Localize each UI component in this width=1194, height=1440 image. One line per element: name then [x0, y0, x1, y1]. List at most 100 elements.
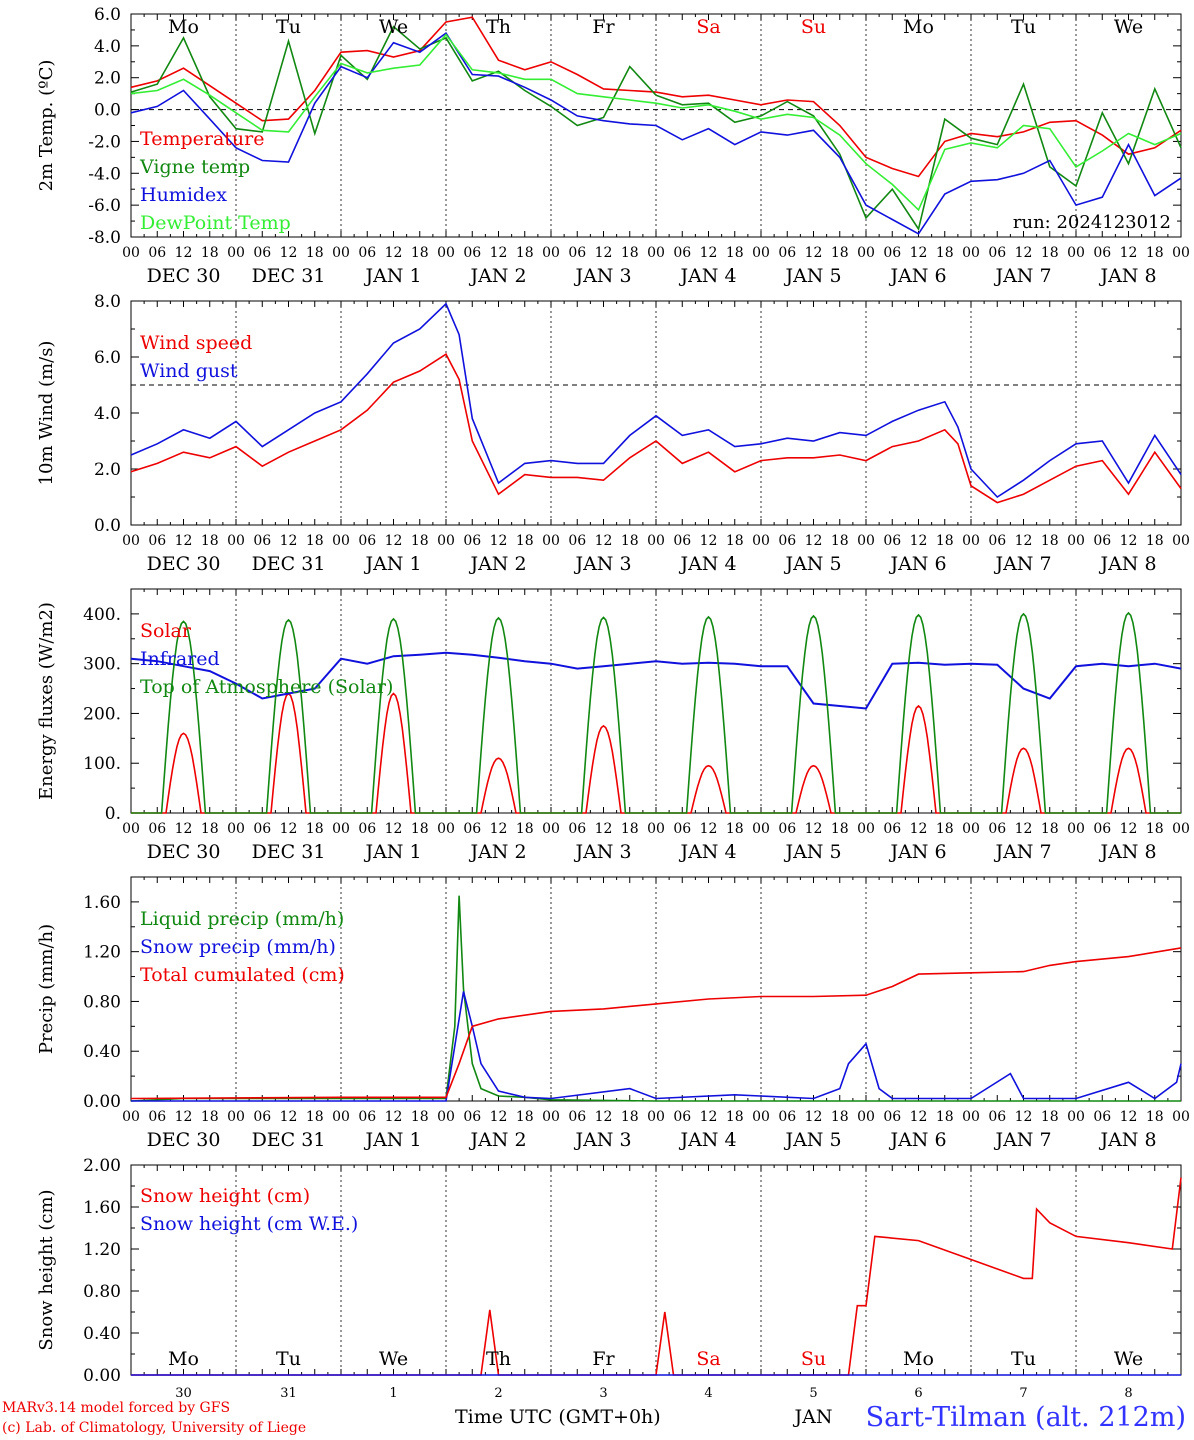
y-tick-label: 2.0 — [94, 69, 121, 89]
hour-tick-label: 00 — [857, 821, 875, 837]
date-label: DEC 30 — [147, 265, 221, 287]
hour-tick-label: 06 — [988, 533, 1006, 549]
panel-2: 0.0 2.0 4.0 6.0 8.0 10m Wind (m/s) Wind speed W… — [36, 292, 1190, 575]
date-label: DEC 30 — [147, 1129, 221, 1151]
hour-tick-label: 00 — [647, 821, 665, 837]
y-tick-label: 0.80 — [83, 1282, 121, 1302]
hour-tick-label: 00 — [122, 1109, 140, 1125]
weekday-label: Sa — [696, 1348, 720, 1370]
date-label: JAN 1 — [363, 841, 421, 863]
date-label: JAN 5 — [783, 841, 841, 863]
hour-tick-label: 12 — [700, 1109, 718, 1125]
hour-tick-label: 00 — [1172, 245, 1190, 261]
hour-tick-label: 18 — [1041, 1109, 1059, 1125]
hour-tick-label: 18 — [831, 533, 849, 549]
hour-tick-label: 12 — [805, 821, 823, 837]
y-tick-label: 2.00 — [83, 1156, 121, 1176]
date-label: JAN 4 — [678, 1129, 736, 1151]
weekday-label: Tu — [1011, 1348, 1036, 1370]
hour-tick-label: 18 — [621, 821, 639, 837]
hour-tick-label: 18 — [831, 821, 849, 837]
weekday-label: Th — [486, 1348, 511, 1370]
day-number-label: 3 — [599, 1386, 607, 1401]
hour-tick-label: 00 — [542, 245, 560, 261]
hour-tick-label: 12 — [1120, 533, 1138, 549]
weekday-label: Mo — [168, 1348, 199, 1370]
y-axis-label: 2m Temp. (ºC) — [36, 60, 57, 192]
hour-tick-label: 00 — [332, 245, 350, 261]
date-label: JAN 2 — [468, 265, 526, 287]
hour-tick-label: 18 — [936, 821, 954, 837]
hour-tick-label: 00 — [227, 245, 245, 261]
legend-entry: Wind speed — [140, 332, 252, 354]
hour-tick-label: 12 — [910, 245, 928, 261]
hour-tick-label: 06 — [778, 533, 796, 549]
hour-tick-label: 06 — [568, 821, 586, 837]
date-label: JAN 3 — [573, 553, 631, 575]
hour-tick-label: 00 — [122, 533, 140, 549]
day-number-label: 1 — [389, 1386, 397, 1401]
date-label: JAN 3 — [573, 1129, 631, 1151]
hour-tick-label: 06 — [1093, 821, 1111, 837]
date-label: JAN 6 — [888, 841, 946, 863]
time-axis-label: Time UTC (GMT+0h) — [455, 1406, 661, 1428]
hour-tick-label: 00 — [1067, 1109, 1085, 1125]
panel-1: -8.0 -6.0 -4.0 -2.0 0.0 2.0 4.0 6.0 2m Temp. (ºC… — [36, 5, 1190, 287]
hour-tick-label: 00 — [542, 533, 560, 549]
hour-tick-label: 12 — [595, 821, 613, 837]
hour-tick-label: 06 — [673, 821, 691, 837]
hour-tick-label: 12 — [805, 1109, 823, 1125]
hour-tick-label: 06 — [253, 533, 271, 549]
hour-tick-label: 18 — [411, 821, 429, 837]
hour-tick-label: 06 — [568, 533, 586, 549]
y-tick-label: 6.0 — [94, 5, 121, 25]
legend-entry: Snow precip (mm/h) — [140, 936, 336, 958]
y-tick-label: 0.00 — [83, 1366, 121, 1386]
y-tick-label: 1.20 — [83, 1240, 121, 1260]
hour-tick-label: 00 — [962, 1109, 980, 1125]
legend-entry: Wind gust — [140, 360, 238, 382]
hour-tick-label: 06 — [673, 533, 691, 549]
hour-tick-label: 00 — [647, 533, 665, 549]
day-number-label: 2 — [494, 1386, 502, 1401]
hour-tick-label: 06 — [988, 245, 1006, 261]
hour-tick-label: 18 — [726, 1109, 744, 1125]
hour-tick-label: 06 — [988, 1109, 1006, 1125]
hour-tick-label: 06 — [253, 245, 271, 261]
hour-tick-label: 18 — [1041, 245, 1059, 261]
date-label: JAN 1 — [363, 265, 421, 287]
series-line-humidex — [130, 31, 1182, 235]
hour-tick-label: 00 — [227, 821, 245, 837]
series-line-wind-speed — [130, 353, 1182, 504]
hour-tick-label: 00 — [647, 1109, 665, 1125]
date-label: JAN 5 — [783, 1129, 841, 1151]
hour-tick-label: 00 — [542, 1109, 560, 1125]
hour-tick-label: 00 — [227, 533, 245, 549]
hour-tick-label: 00 — [752, 1109, 770, 1125]
weekday-label: Sa — [696, 16, 720, 38]
hour-tick-label: 18 — [516, 245, 534, 261]
date-label: JAN 6 — [888, 265, 946, 287]
date-label: JAN 5 — [783, 265, 841, 287]
day-number-label: 30 — [175, 1386, 192, 1401]
legend-entry: DewPoint Temp — [140, 212, 291, 234]
hour-tick-label: 18 — [726, 533, 744, 549]
date-label: JAN 8 — [1098, 841, 1156, 863]
date-label: JAN 6 — [888, 553, 946, 575]
y-tick-label: -2.0 — [88, 132, 121, 152]
hour-tick-label: 12 — [1015, 1109, 1033, 1125]
y-tick-label: 2.0 — [94, 460, 121, 480]
date-label: JAN 1 — [363, 1129, 421, 1151]
legend-entry: Infrared — [140, 648, 220, 670]
y-tick-label: 0.00 — [83, 1092, 121, 1112]
hour-tick-label: 18 — [936, 533, 954, 549]
y-tick-label: -8.0 — [88, 228, 121, 248]
y-tick-label: -6.0 — [88, 196, 121, 216]
hour-tick-label: 06 — [673, 245, 691, 261]
day-number-label: 8 — [1124, 1386, 1132, 1401]
hour-tick-label: 00 — [1067, 245, 1085, 261]
hour-tick-label: 00 — [437, 533, 455, 549]
hour-tick-label: 12 — [385, 1109, 403, 1125]
hour-tick-label: 06 — [778, 245, 796, 261]
hour-tick-label: 12 — [385, 821, 403, 837]
